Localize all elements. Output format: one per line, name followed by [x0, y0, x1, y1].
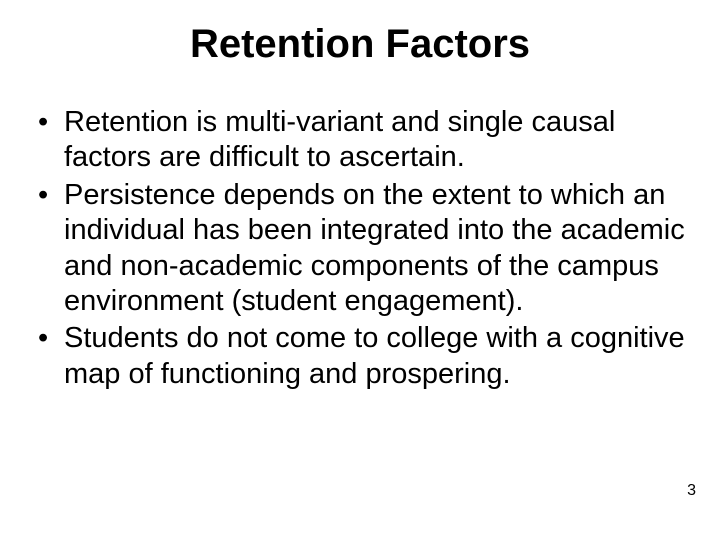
slide-title: Retention Factors [0, 0, 720, 77]
page-number: 3 [687, 482, 696, 500]
slide-body: Retention is multi-variant and single ca… [0, 77, 720, 392]
bullet-item: Retention is multi-variant and single ca… [30, 105, 690, 176]
bullet-item: Persistence depends on the extent to whi… [30, 178, 690, 320]
slide: Retention Factors Retention is multi-var… [0, 0, 720, 540]
bullet-item: Students do not come to college with a c… [30, 321, 690, 392]
bullet-list: Retention is multi-variant and single ca… [30, 105, 690, 392]
